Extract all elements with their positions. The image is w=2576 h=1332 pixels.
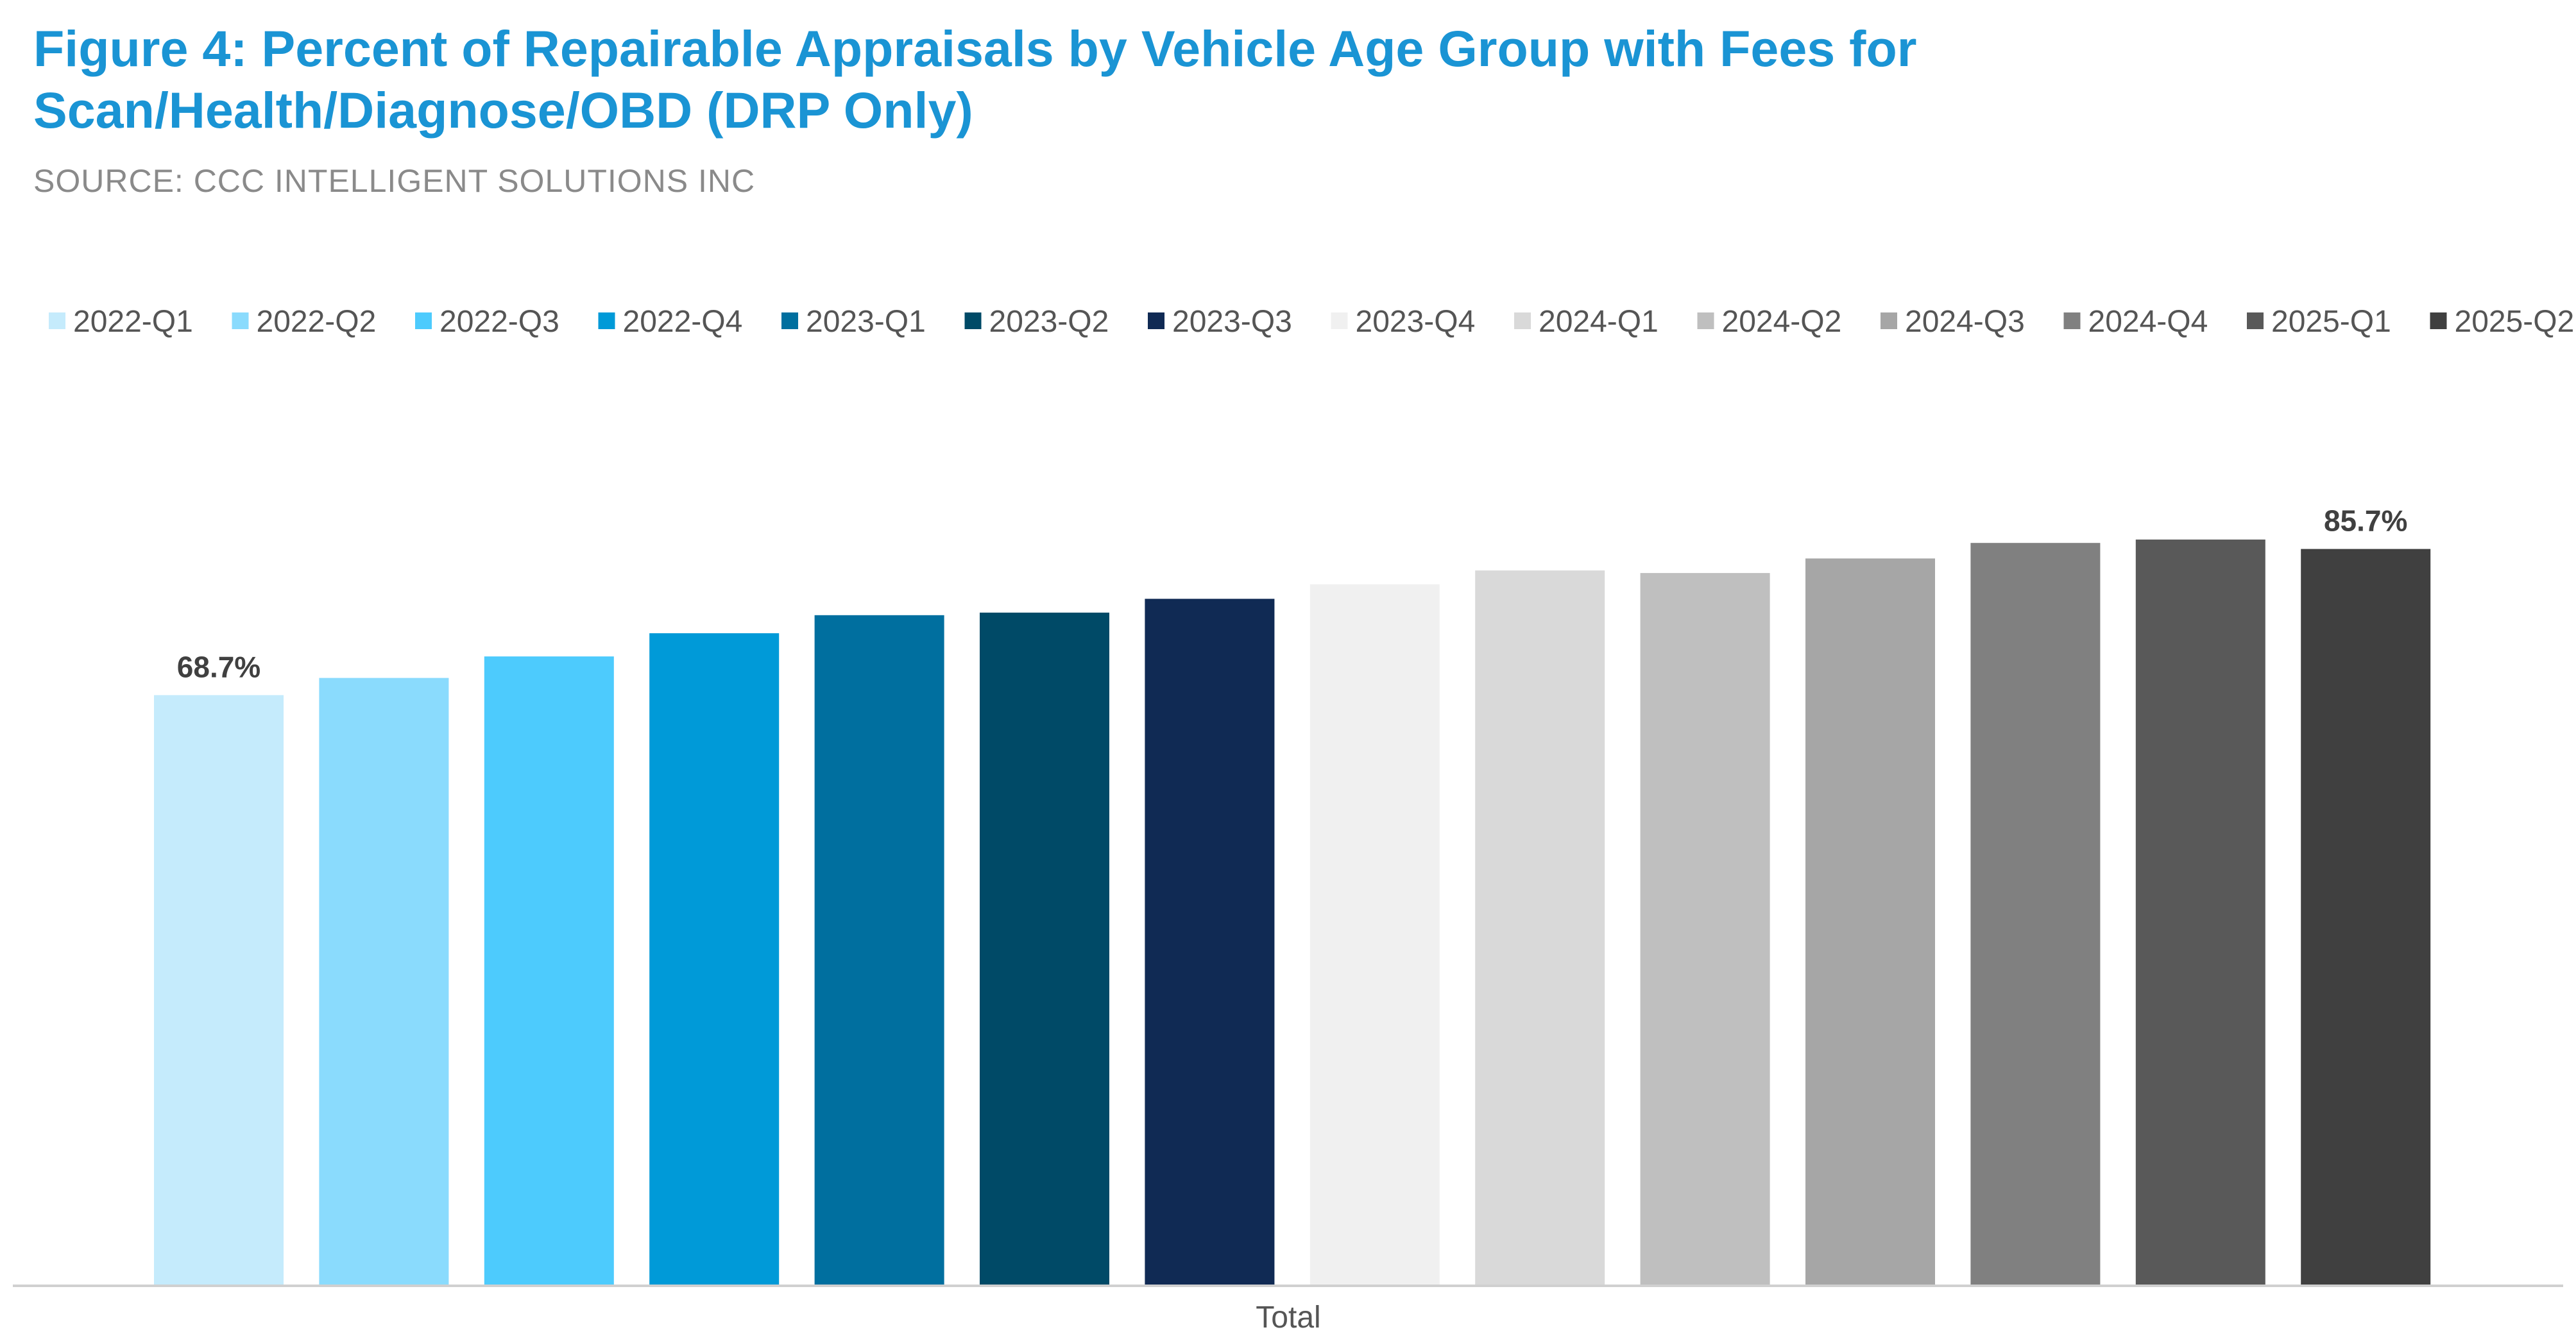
legend-item-2024-Q1: 2024-Q1: [1514, 305, 1659, 339]
legend-item-2025-Q1: 2025-Q1: [2247, 305, 2391, 339]
legend-swatch-2022-Q3: [415, 312, 432, 329]
bar-2023-Q1: [814, 615, 944, 1286]
legend-swatch-2025-Q2: [2430, 312, 2447, 329]
legend-swatch-2023-Q3: [1148, 312, 1164, 329]
bar-2022-Q2: [319, 678, 449, 1286]
legend-label-2024-Q4: 2024-Q4: [2088, 305, 2208, 339]
bar-2023-Q2: [980, 612, 1109, 1286]
legend-label-2022-Q1: 2022-Q1: [73, 305, 193, 339]
legend-item-2024-Q2: 2024-Q2: [1697, 305, 1842, 339]
legend-label-2022-Q2: 2022-Q2: [257, 305, 377, 339]
legend-label-2024-Q3: 2024-Q3: [1905, 305, 2025, 339]
legend-item-2025-Q2: 2025-Q2: [2430, 305, 2575, 339]
legend-swatch-2022-Q2: [232, 312, 249, 329]
bar-2025-Q2: [2301, 549, 2431, 1286]
x-axis-category-label: Total: [1256, 1301, 1320, 1332]
legend-item-2024-Q3: 2024-Q3: [1881, 305, 2025, 339]
legend-label-2022-Q4: 2022-Q4: [623, 305, 743, 339]
bar-2024-Q3: [1805, 558, 1935, 1286]
chart-title: Figure 4: Percent of Repairable Appraisa…: [33, 20, 1917, 139]
legend: 2022-Q1 2022-Q2 2022-Q3 2022-Q4 2023-Q1 2023-…: [49, 305, 2574, 339]
legend-label-2023-Q4: 2023-Q4: [1356, 305, 1476, 339]
bar-2022-Q3: [484, 656, 614, 1286]
legend-item-2022-Q3: 2022-Q3: [415, 305, 559, 339]
legend-item-2022-Q1: 2022-Q1: [49, 305, 193, 339]
legend-label-2024-Q2: 2024-Q2: [1722, 305, 1842, 339]
legend-swatch-2023-Q1: [781, 312, 798, 329]
legend-label-2025-Q2: 2025-Q2: [2455, 305, 2575, 339]
bar-2022-Q1: [154, 695, 284, 1286]
legend-swatch-2022-Q1: [49, 312, 65, 329]
legend-swatch-2024-Q3: [1881, 312, 1897, 329]
bar-2024-Q4: [1970, 543, 2101, 1286]
bar-2023-Q4: [1309, 584, 1440, 1286]
legend-swatch-2024-Q4: [2063, 312, 2081, 329]
legend-swatch-2024-Q1: [1514, 312, 1531, 329]
data-label-2025-Q2: 85.7%: [2324, 504, 2407, 538]
bar-2023-Q3: [1145, 599, 1275, 1286]
legend-item-2022-Q4: 2022-Q4: [598, 305, 743, 339]
legend-item-2023-Q3: 2023-Q3: [1148, 305, 1292, 339]
legend-label-2023-Q1: 2023-Q1: [806, 305, 926, 339]
legend-swatch-2025-Q1: [2247, 312, 2264, 329]
chart-source: SOURCE: CCC INTELLIGENT SOLUTIONS INC: [33, 163, 756, 199]
legend-item-2023-Q1: 2023-Q1: [781, 305, 926, 339]
legend-item-2022-Q2: 2022-Q2: [232, 305, 377, 339]
legend-label-2025-Q1: 2025-Q1: [2271, 305, 2391, 339]
bar-2024-Q2: [1640, 573, 1770, 1286]
bar-group: [154, 539, 2431, 1286]
legend-label-2022-Q3: 2022-Q3: [439, 305, 559, 339]
legend-swatch-2022-Q4: [598, 312, 615, 329]
bar-2022-Q4: [649, 633, 780, 1286]
data-label-2022-Q1: 68.7%: [177, 650, 260, 683]
legend-swatch-2023-Q4: [1331, 312, 1348, 329]
legend-swatch-2024-Q2: [1697, 312, 1714, 329]
bar-2025-Q1: [2135, 539, 2265, 1286]
legend-item-2024-Q4: 2024-Q4: [2063, 305, 2208, 339]
bar-2024-Q1: [1475, 570, 1605, 1286]
legend-label-2023-Q2: 2023-Q2: [989, 305, 1109, 339]
legend-label-2024-Q1: 2024-Q1: [1539, 305, 1659, 339]
legend-label-2023-Q3: 2023-Q3: [1172, 305, 1292, 339]
legend-item-2023-Q4: 2023-Q4: [1331, 305, 1476, 339]
data-labels: 68.7% 85.7%: [177, 504, 2408, 684]
legend-item-2023-Q2: 2023-Q2: [964, 305, 1109, 339]
legend-swatch-2023-Q2: [964, 312, 982, 329]
